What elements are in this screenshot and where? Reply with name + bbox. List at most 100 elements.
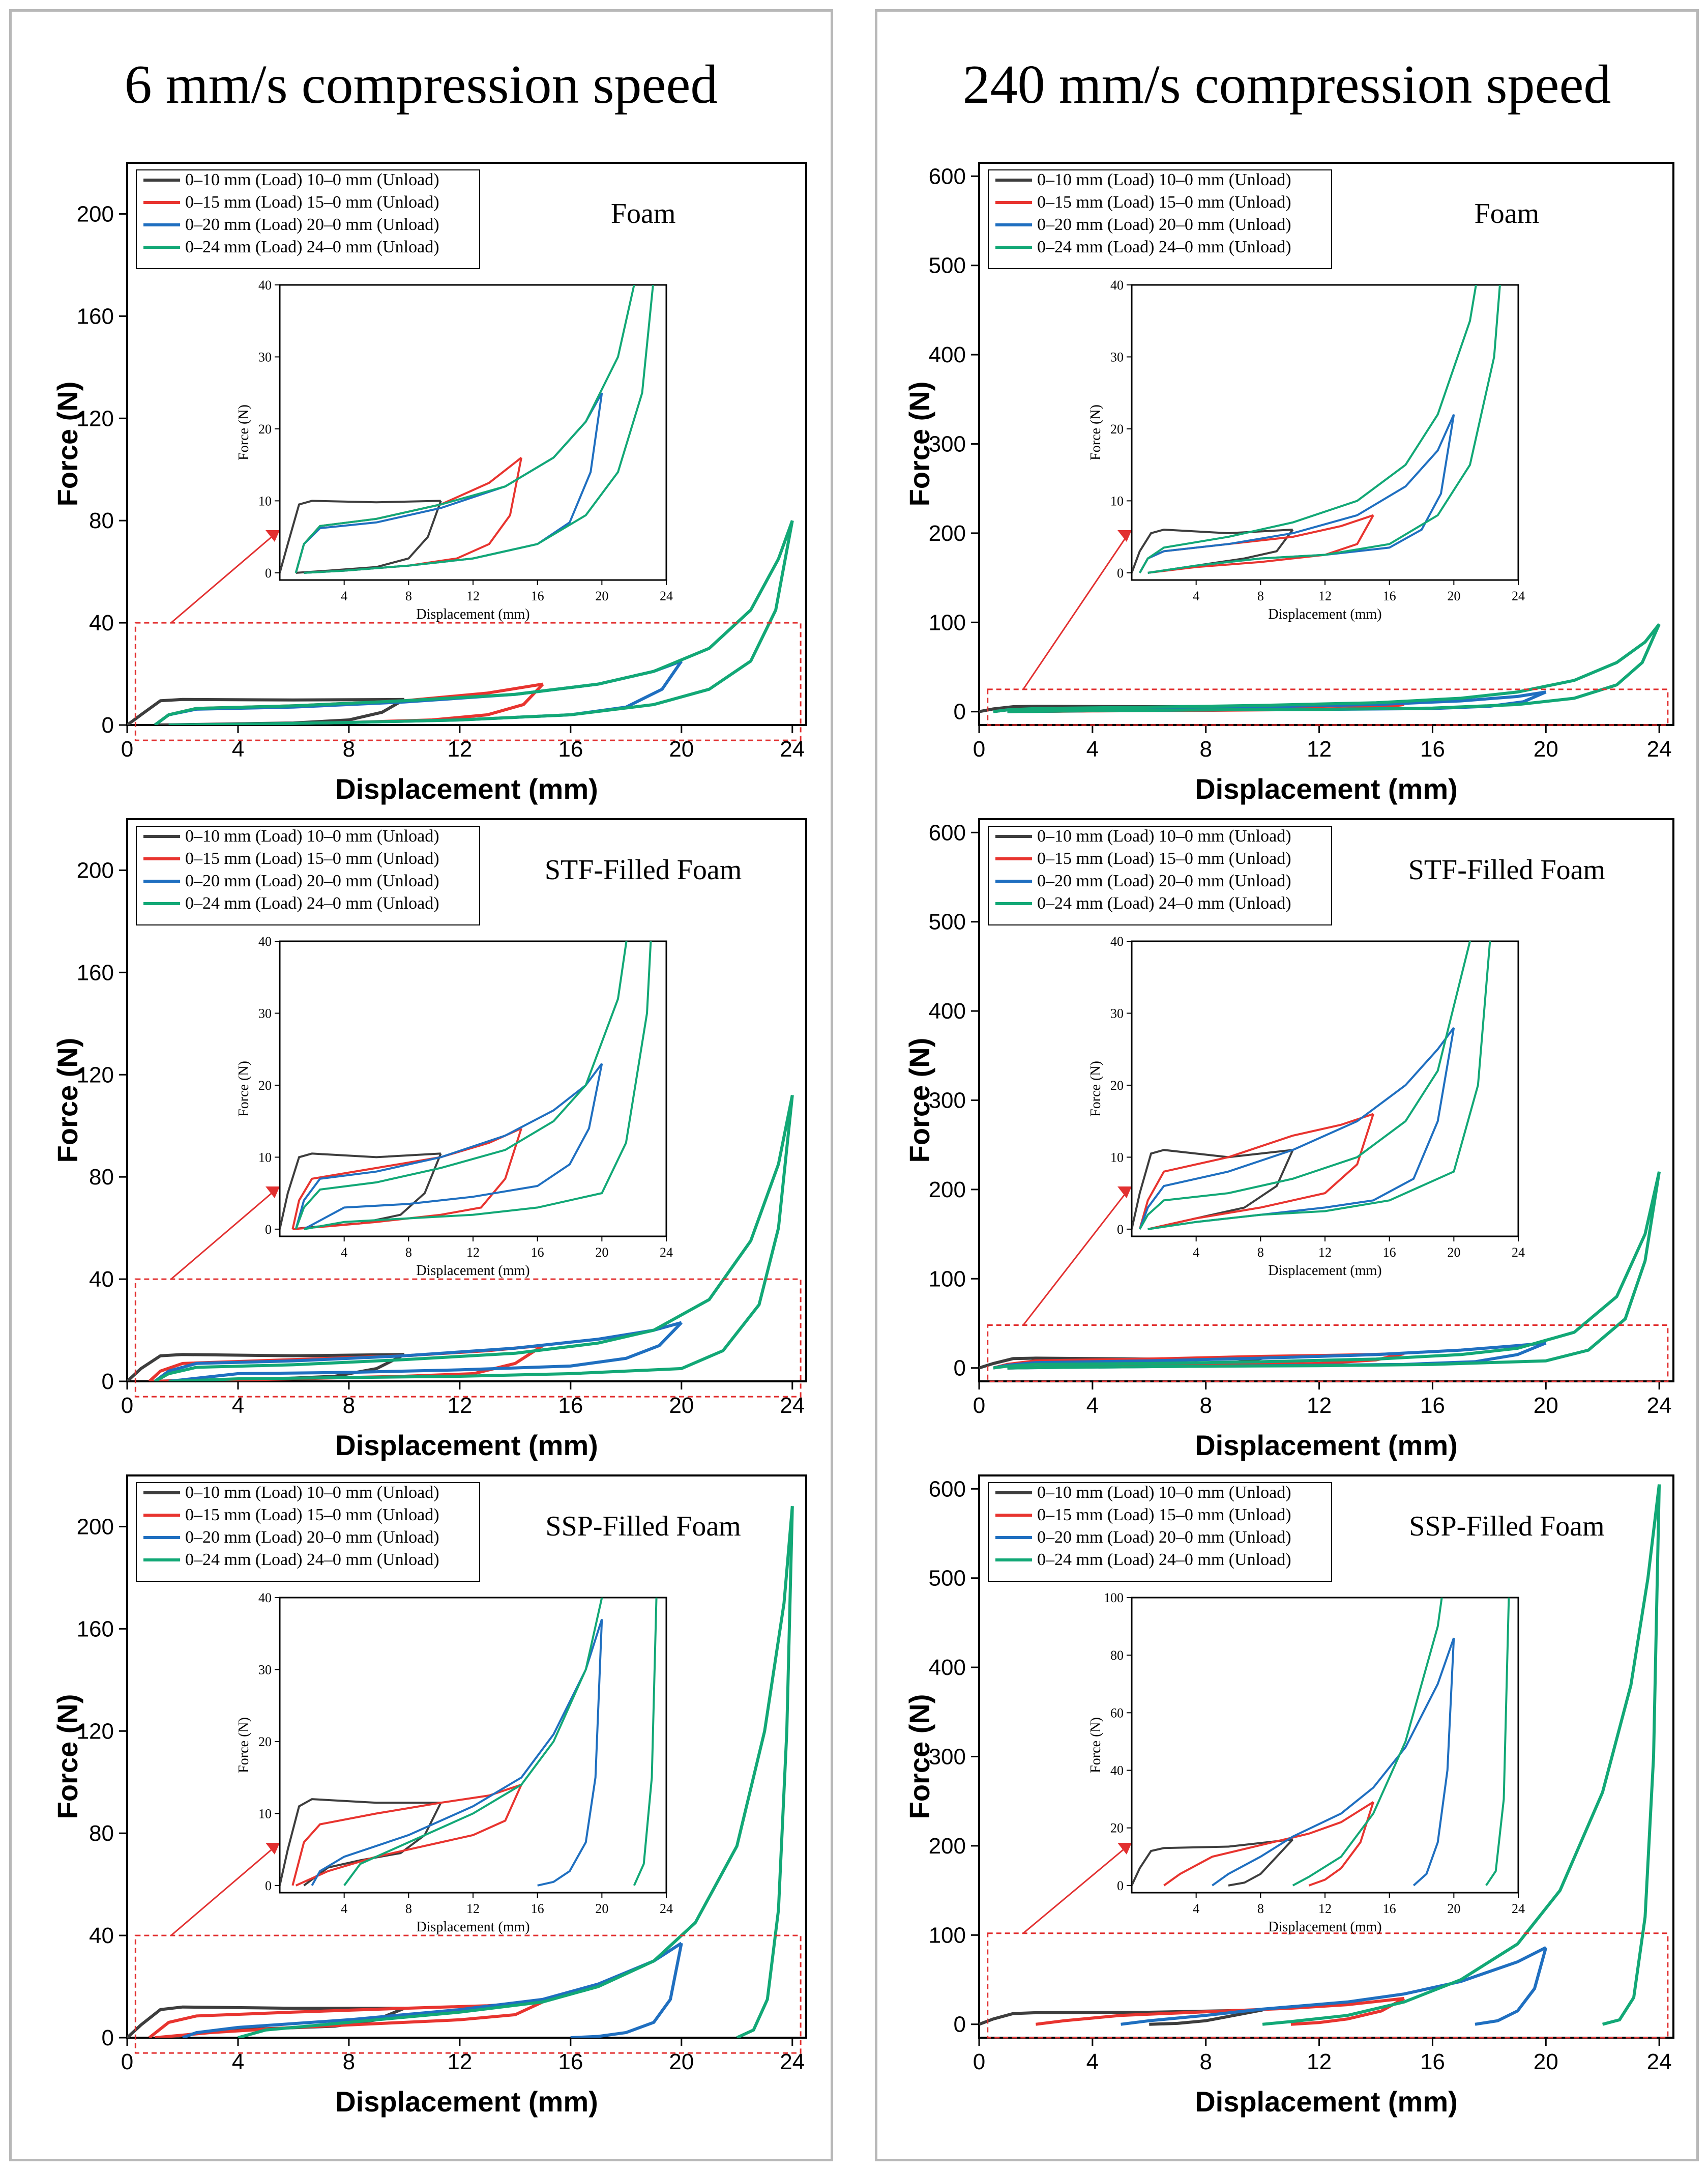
x-tick-label: 12 bbox=[447, 1393, 472, 1418]
zoom-arrow-head bbox=[1117, 1843, 1132, 1855]
series-24mm-unload-line bbox=[168, 520, 794, 725]
inset-frame bbox=[1131, 940, 1519, 1237]
inset-y-tick-label: 20 bbox=[258, 422, 272, 437]
inset-x-tick-label: 12 bbox=[466, 589, 480, 603]
inset-x-tick-label: 16 bbox=[531, 1245, 544, 1260]
inset-series-10mm-unload-line bbox=[1228, 1838, 1294, 1887]
x-tick-label: 20 bbox=[1534, 737, 1558, 762]
inset-x-tick-label: 16 bbox=[1383, 1901, 1396, 1916]
inset-y-tick-label: 40 bbox=[1110, 278, 1124, 293]
inset-y-tick-label: 30 bbox=[1110, 1006, 1124, 1021]
inset-series-24mm-load-line bbox=[1139, 285, 1477, 573]
y-tick-label: 40 bbox=[89, 611, 114, 635]
inset-series-20mm-load-line bbox=[295, 1063, 603, 1230]
x-tick-label: 8 bbox=[1199, 737, 1212, 762]
x-tick-label: 20 bbox=[1534, 1393, 1558, 1418]
legend-label-20mm: 0–20 mm (Load) 20–0 mm (Unload) bbox=[1037, 215, 1291, 234]
x-tick-label: 16 bbox=[1420, 1393, 1445, 1418]
inset-x-tick-label: 4 bbox=[341, 1901, 347, 1916]
x-axis-label: Displacement (mm) bbox=[1195, 773, 1458, 805]
y-tick-label: 0 bbox=[102, 713, 114, 738]
inset-y-tick-label: 80 bbox=[1110, 1648, 1124, 1663]
inset-x-tick-label: 24 bbox=[1512, 1245, 1525, 1260]
y-axis-label: Force (N) bbox=[903, 1694, 935, 1819]
column-6mm-s: 6 mm/s compression speed bbox=[9, 9, 833, 2161]
inset-x-axis-label: Displacement (mm) bbox=[1268, 1919, 1381, 1935]
inset-y-tick-label: 10 bbox=[1110, 1150, 1124, 1165]
zoom-region-box bbox=[987, 1324, 1669, 1382]
plot-frame bbox=[126, 818, 807, 1382]
inset-frame bbox=[1131, 284, 1519, 581]
inset-x-tick-label: 12 bbox=[466, 1245, 480, 1260]
legend-box bbox=[136, 826, 480, 925]
x-tick-label: 20 bbox=[1534, 2049, 1558, 2074]
series-24mm-load-line bbox=[1262, 1484, 1661, 2026]
x-tick-label: 24 bbox=[1647, 1393, 1672, 1418]
column-240mm-s: 240 mm/s compression speed bbox=[875, 9, 1699, 2161]
legend-label-24mm: 0–24 mm (Load) 24–0 mm (Unload) bbox=[185, 238, 439, 256]
y-tick-label: 100 bbox=[929, 1266, 966, 1291]
inset-series-24mm-unload-line bbox=[304, 285, 654, 574]
legend-label-15mm: 0–15 mm (Load) 15–0 mm (Unload) bbox=[1037, 193, 1291, 212]
inset-frame bbox=[279, 284, 667, 581]
zoom-arrow-line bbox=[170, 1843, 278, 1936]
inset-x-tick-label: 12 bbox=[1318, 589, 1332, 603]
legend-label-20mm: 0–20 mm (Load) 20–0 mm (Unload) bbox=[185, 215, 439, 234]
legend-box bbox=[988, 826, 1332, 925]
zoom-arrow-head bbox=[266, 1186, 280, 1198]
y-tick-label: 100 bbox=[929, 610, 966, 635]
x-tick-label: 12 bbox=[1307, 737, 1332, 762]
inset-y-axis-label: Force (N) bbox=[236, 404, 252, 460]
inset-y-tick-label: 20 bbox=[1110, 1078, 1124, 1093]
legend-label-24mm: 0–24 mm (Load) 24–0 mm (Unload) bbox=[185, 894, 439, 913]
x-tick-label: 8 bbox=[1199, 2049, 1212, 2074]
y-tick-label: 300 bbox=[929, 1088, 966, 1113]
series-24mm-unload-line bbox=[1007, 623, 1661, 713]
legend-label-10mm: 0–10 mm (Load) 10–0 mm (Unload) bbox=[185, 827, 439, 846]
x-tick-label: 4 bbox=[1086, 2049, 1099, 2074]
inset-y-tick-label: 0 bbox=[265, 1878, 272, 1893]
x-tick-label: 4 bbox=[1086, 1393, 1099, 1418]
inset-x-tick-label: 16 bbox=[531, 1901, 544, 1916]
series-15mm-load-line bbox=[1036, 1996, 1405, 2026]
inset-frame bbox=[279, 940, 667, 1237]
y-tick-label: 0 bbox=[954, 2012, 966, 2037]
x-tick-label: 0 bbox=[121, 2049, 133, 2074]
y-tick-label: 160 bbox=[77, 304, 114, 329]
zoom-arrow-line bbox=[1022, 1188, 1131, 1326]
inset-y-tick-label: 10 bbox=[258, 1806, 272, 1821]
series-10mm-load-line bbox=[127, 698, 404, 725]
y-tick-label: 100 bbox=[929, 1923, 966, 1948]
inset-y-tick-label: 10 bbox=[1110, 494, 1124, 508]
inset-y-tick-label: 60 bbox=[1110, 1705, 1124, 1720]
series-24mm-unload-line bbox=[1602, 1484, 1661, 2026]
inset-series-24mm-load-line bbox=[343, 1598, 603, 1887]
inset-x-tick-label: 8 bbox=[405, 589, 412, 603]
inset-series-24mm-load-line bbox=[1139, 941, 1471, 1230]
y-tick-label: 200 bbox=[77, 858, 114, 883]
inset-x-tick-label: 4 bbox=[341, 1245, 347, 1260]
inset-y-axis-label: Force (N) bbox=[1088, 1717, 1104, 1773]
inset-y-tick-label: 10 bbox=[258, 494, 272, 508]
series-20mm-load-line bbox=[1121, 1946, 1547, 2026]
y-tick-label: 500 bbox=[929, 253, 966, 278]
y-tick-label: 500 bbox=[929, 910, 966, 935]
series-24mm-unload-line bbox=[1007, 1171, 1661, 1370]
inset-x-axis-label: Displacement (mm) bbox=[416, 1919, 529, 1935]
inset-series-15mm-load-line bbox=[291, 1783, 522, 1886]
x-tick-label: 0 bbox=[973, 737, 985, 762]
series-24mm-unload-line bbox=[168, 1095, 794, 1381]
inset-x-tick-label: 4 bbox=[341, 589, 347, 603]
inset-x-tick-label: 24 bbox=[660, 589, 673, 603]
x-tick-label: 12 bbox=[447, 2049, 472, 2074]
inset-series-10mm-load-line bbox=[280, 1152, 441, 1230]
y-tick-label: 120 bbox=[77, 406, 114, 431]
inset-y-tick-label: 10 bbox=[258, 1150, 272, 1165]
legend-label-20mm: 0–20 mm (Load) 20–0 mm (Unload) bbox=[1037, 872, 1291, 890]
x-tick-label: 16 bbox=[1420, 2049, 1445, 2074]
legend-label-15mm: 0–15 mm (Load) 15–0 mm (Unload) bbox=[185, 849, 439, 868]
series-20mm-unload-line bbox=[168, 1321, 683, 1381]
plot-frame bbox=[126, 1474, 807, 2039]
x-tick-label: 24 bbox=[1647, 2049, 1672, 2074]
